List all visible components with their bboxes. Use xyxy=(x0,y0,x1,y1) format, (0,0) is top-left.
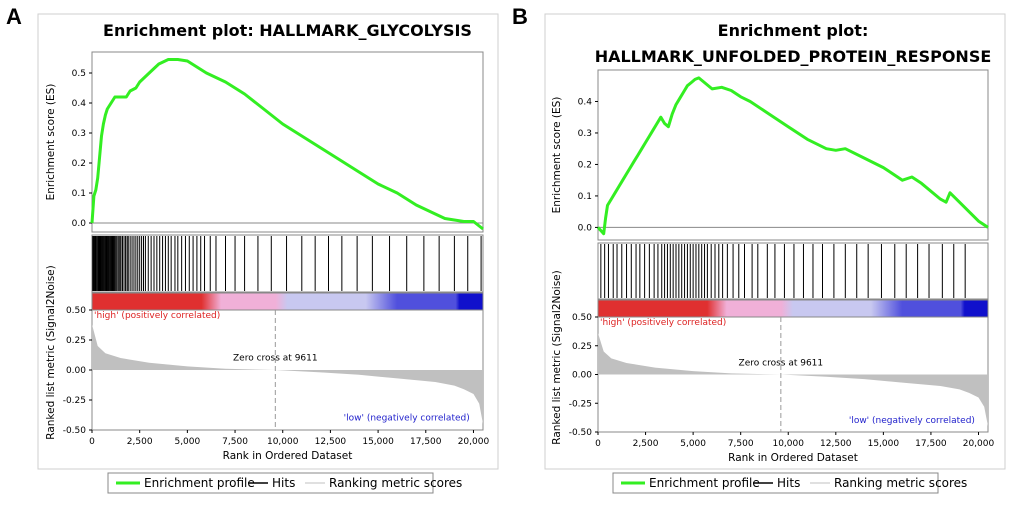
es-plot-area xyxy=(91,51,484,233)
high-label: 'high' (positively correlated) xyxy=(94,311,220,321)
panel-label: A xyxy=(6,4,22,29)
legend-label-hits: Hits xyxy=(777,476,800,490)
x-tick-label: 5,000 xyxy=(174,437,200,447)
x-tick-label: 10,000 xyxy=(267,437,299,447)
metric-ylabel: Ranked list metric (Signal2Noise) xyxy=(551,270,563,445)
es-tick-label: 0.2 xyxy=(72,159,86,169)
metric-tick-label: 0.50 xyxy=(66,306,86,316)
zero-cross-label: Zero cross at 9611 xyxy=(233,353,318,363)
x-tick-label: 15,000 xyxy=(362,437,394,447)
metric-area xyxy=(92,324,483,424)
x-tick-label: 17,500 xyxy=(915,439,947,449)
es-ylabel: Enrichment score (ES) xyxy=(45,84,57,201)
metric-tick-label: -0.25 xyxy=(569,399,592,409)
x-tick-label: 12,500 xyxy=(820,439,852,449)
x-tick-label: 20,000 xyxy=(963,439,995,449)
metric-tick-label: -0.50 xyxy=(569,428,593,438)
panel-frame xyxy=(544,13,1006,470)
metric-tick-label: -0.50 xyxy=(63,426,87,436)
x-tick-label: 0 xyxy=(595,439,601,449)
es-curve xyxy=(596,76,989,236)
panel-label: B xyxy=(512,4,528,29)
x-tick-label: 20,000 xyxy=(458,437,490,447)
es-tick-label: 0.3 xyxy=(578,129,592,139)
x-tick-label: 10,000 xyxy=(772,439,804,449)
legend-label-hits: Hits xyxy=(272,476,295,490)
es-curve xyxy=(90,58,484,231)
chart-title: Enrichment plot: xyxy=(718,21,869,40)
x-tick-label: 7,500 xyxy=(728,439,754,449)
x-axis-label: Rank in Ordered Dataset xyxy=(223,450,353,462)
legend-label-metric: Ranking metric scores xyxy=(834,476,967,490)
x-tick-label: 2,500 xyxy=(633,439,659,449)
legend-label-profile: Enrichment profile xyxy=(144,476,255,490)
hits-area xyxy=(597,242,989,300)
es-tick-label: 0.4 xyxy=(578,97,593,107)
metric-tick-label: 0.50 xyxy=(572,313,592,323)
es-tick-label: 0.0 xyxy=(72,219,87,229)
metric-area xyxy=(598,333,988,427)
es-tick-label: 0.1 xyxy=(578,192,592,202)
x-tick-label: 12,500 xyxy=(315,437,347,447)
color-bar xyxy=(597,299,989,318)
metric-tick-label: 0.25 xyxy=(66,336,86,346)
metric-tick-label: -0.25 xyxy=(63,396,86,406)
es-tick-label: 0.2 xyxy=(578,160,592,170)
legend-label-metric: Ranking metric scores xyxy=(329,476,462,490)
x-tick-label: 7,500 xyxy=(222,437,248,447)
x-tick-label: 15,000 xyxy=(868,439,900,449)
es-tick-label: 0.1 xyxy=(72,189,86,199)
legend-box xyxy=(612,472,939,494)
x-tick-label: 5,000 xyxy=(680,439,706,449)
color-bar xyxy=(91,292,484,311)
es-tick-label: 0.5 xyxy=(72,69,86,79)
low-label: 'low' (negatively correlated) xyxy=(849,416,975,426)
es-tick-label: 0.0 xyxy=(578,223,593,233)
metric-ylabel: Ranked list metric (Signal2Noise) xyxy=(45,265,57,440)
metric-tick-label: 0.25 xyxy=(572,342,592,352)
low-label: 'low' (negatively correlated) xyxy=(344,413,470,423)
chart-title: HALLMARK_UNFOLDED_PROTEIN_RESPONSE xyxy=(595,47,992,66)
panel-frame xyxy=(37,13,499,470)
es-tick-label: 0.4 xyxy=(72,99,87,109)
legend-box xyxy=(107,472,434,494)
es-tick-label: 0.3 xyxy=(72,129,86,139)
chart-title: Enrichment plot: HALLMARK_GLYCOLYSIS xyxy=(103,21,472,40)
zero-cross-label: Zero cross at 9611 xyxy=(739,358,824,368)
x-axis-label: Rank in Ordered Dataset xyxy=(728,452,858,464)
metric-tick-label: 0.00 xyxy=(572,371,592,381)
legend-label-profile: Enrichment profile xyxy=(649,476,760,490)
es-ylabel: Enrichment score (ES) xyxy=(551,97,563,214)
es-plot-area xyxy=(597,69,989,241)
x-tick-label: 17,500 xyxy=(410,437,442,447)
x-tick-label: 2,500 xyxy=(127,437,153,447)
high-label: 'high' (positively correlated) xyxy=(600,318,726,328)
x-tick-label: 0 xyxy=(89,437,95,447)
metric-tick-label: 0.00 xyxy=(66,366,86,376)
panel-a: A Enrichment plot: HALLMARK_GLYCOLYSIS 0.0… xyxy=(6,4,499,494)
panel-b: B Enrichment plot: HALLMARK_UNFOLDED_PROTE… xyxy=(512,4,1006,494)
